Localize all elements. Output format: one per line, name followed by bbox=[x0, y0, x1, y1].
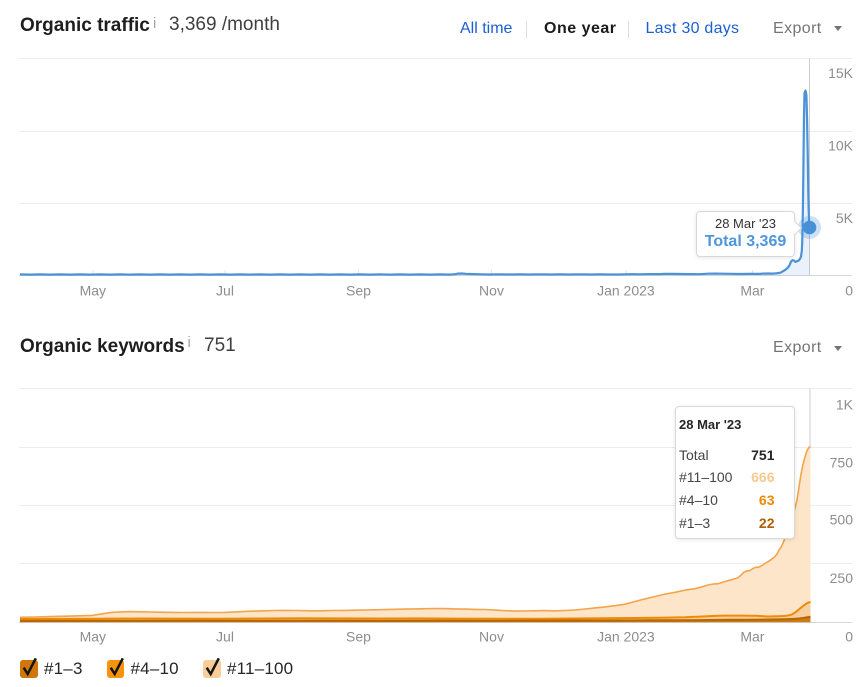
svg-text:Jul: Jul bbox=[216, 628, 234, 644]
svg-text:Sep: Sep bbox=[346, 282, 371, 298]
svg-text:May: May bbox=[80, 282, 106, 298]
svg-text:10K: 10K bbox=[828, 137, 854, 153]
svg-text:Nov: Nov bbox=[479, 282, 504, 298]
svg-text:500: 500 bbox=[830, 511, 854, 527]
svg-text:0: 0 bbox=[845, 628, 853, 644]
svg-text:750: 750 bbox=[830, 454, 854, 470]
svg-text:Mar: Mar bbox=[740, 282, 764, 298]
svg-text:0: 0 bbox=[845, 282, 853, 298]
svg-text:Jul: Jul bbox=[216, 282, 234, 298]
svg-text:5K: 5K bbox=[836, 210, 854, 226]
svg-text:Jan 2023: Jan 2023 bbox=[597, 282, 655, 298]
svg-text:Jan 2023: Jan 2023 bbox=[597, 628, 655, 644]
svg-text:Mar: Mar bbox=[740, 628, 764, 644]
svg-text:May: May bbox=[80, 628, 106, 644]
svg-text:250: 250 bbox=[830, 570, 854, 586]
svg-text:Sep: Sep bbox=[346, 628, 371, 644]
svg-text:1K: 1K bbox=[836, 397, 854, 413]
svg-text:Nov: Nov bbox=[479, 628, 504, 644]
svg-text:15K: 15K bbox=[828, 65, 854, 81]
